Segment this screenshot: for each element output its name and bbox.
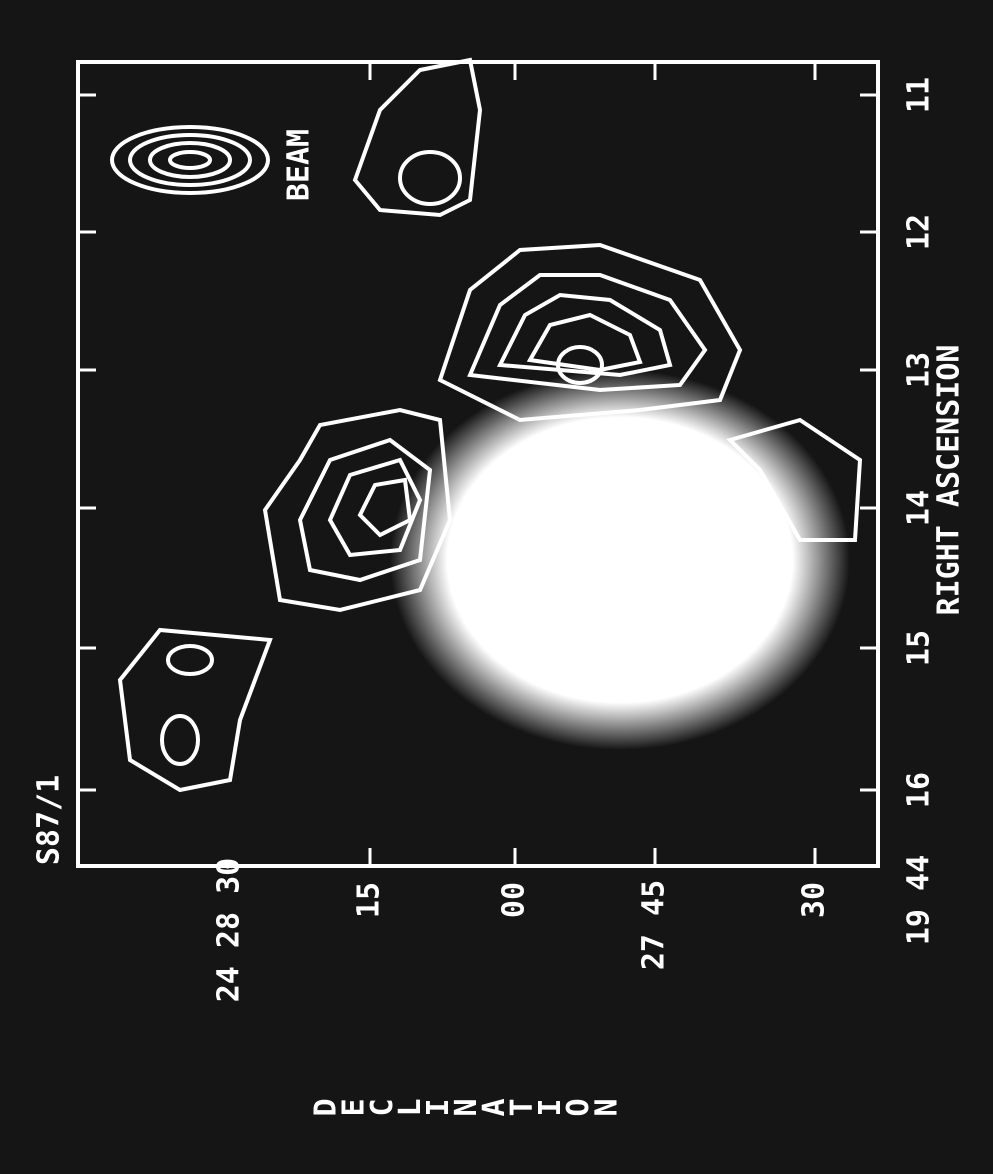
x-tick-label: 12 xyxy=(902,214,937,250)
x-axis-prefix: 19 44 xyxy=(902,855,937,945)
page: S87/1 BEAM RIGHT ASCENSION 19 44 DECLINA… xyxy=(0,0,993,1174)
x-tick-label: 16 xyxy=(902,772,937,808)
x-tick-label: 11 xyxy=(902,77,937,113)
y-tick-label: 24 28 30 xyxy=(212,858,247,1003)
optical-source xyxy=(390,370,850,750)
beam-label: BEAM xyxy=(282,129,317,201)
y-tick-label: 27 45 xyxy=(637,880,672,970)
figure-label: S87/1 xyxy=(32,775,67,865)
x-tick-label: 13 xyxy=(902,352,937,388)
x-axis-title: RIGHT ASCENSION xyxy=(932,345,967,616)
y-axis-title: DECLINATION xyxy=(309,1088,625,1116)
figure: S87/1 BEAM RIGHT ASCENSION 19 44 DECLINA… xyxy=(0,0,993,1174)
y-tick-label: 30 xyxy=(797,882,832,918)
y-tick-label: 15 xyxy=(352,882,387,918)
x-tick-label: 14 xyxy=(902,490,937,526)
y-tick-label: 00 xyxy=(497,882,532,918)
x-tick-label: 15 xyxy=(902,630,937,666)
